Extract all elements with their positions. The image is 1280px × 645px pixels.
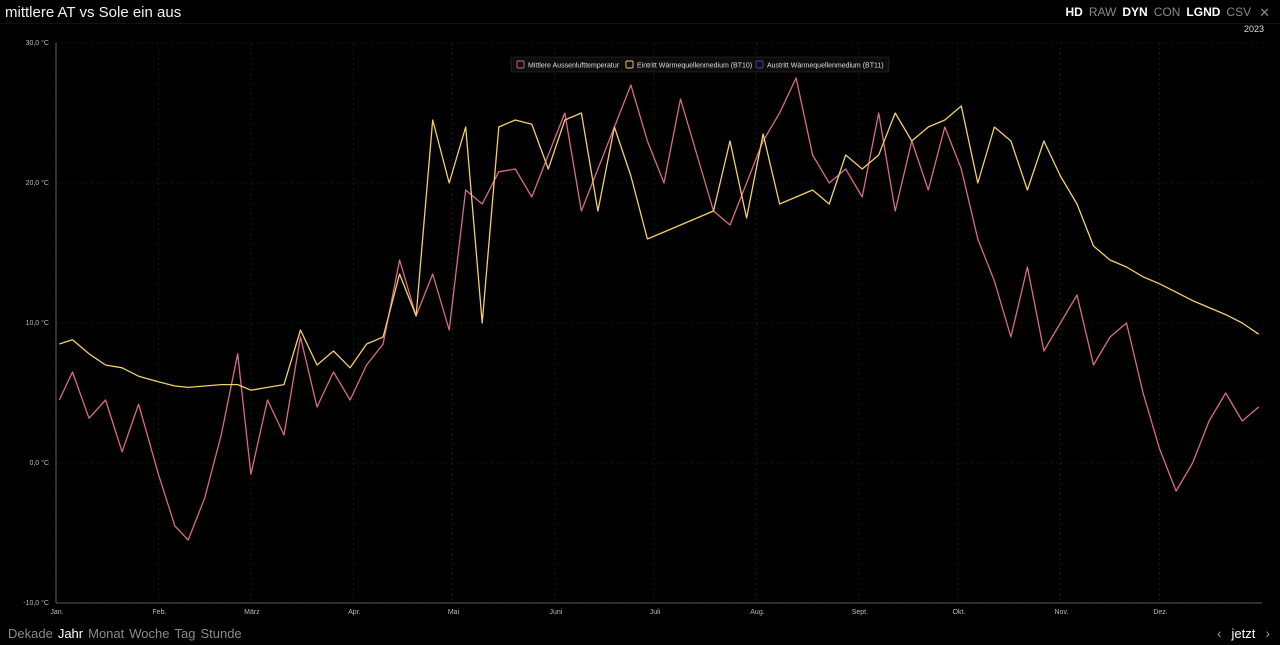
toggle-csv[interactable]: CSV [1226,5,1252,19]
y-tick-label: 0,0 °C [29,459,49,467]
x-tick-label: Jan. [50,609,63,616]
y-tick-label: 10,0 °C [26,319,49,327]
x-tick-label: Aug. [750,609,764,616]
legend-swatch-2 [755,60,764,69]
y-tick-label: -10,0 °C [23,599,49,607]
toggle-dyn[interactable]: DYN [1122,5,1148,19]
view-toggles: HD RAW DYN CON LGND CSV ✕ [1065,5,1270,21]
year-label: 2023 [1243,24,1264,34]
legend-box [510,56,890,73]
range-dekade[interactable]: Dekade [8,626,53,641]
header-divider [0,23,1280,24]
chart-title: mittlere AT vs Sole ein aus [5,4,182,21]
range-tag[interactable]: Tag [174,626,196,641]
chevron-left-icon[interactable]: ‹ [1216,625,1222,641]
x-tick-label: Sept. [852,609,868,616]
y-tick-label: 30,0 °C [26,39,49,47]
toggle-lgnd[interactable]: LGND [1186,5,1221,19]
now-button[interactable]: jetzt [1231,625,1256,641]
x-tick-label: Okt. [953,609,966,616]
range-woche[interactable]: Woche [129,626,170,641]
close-icon[interactable]: ✕ [1259,5,1270,20]
legend-swatch-0 [516,60,525,69]
series-line-0 [58,77,1260,541]
time-navigation: ‹ jetzt › [1217,625,1270,641]
x-tick-label: Feb. [152,609,166,616]
legend-swatch-1 [625,60,634,69]
legend-label-1: Eintritt Wärmequellenmedium (BT10) [637,63,752,70]
legend-label-0: Mittlere Aussenlufttemperatur [528,63,620,70]
range-selector: Dekade Jahr Monat Woche Tag Stunde [8,626,242,641]
range-jahr[interactable]: Jahr [57,626,84,641]
x-tick-label: Juli [650,609,661,616]
toggle-raw[interactable]: RAW [1088,5,1117,19]
toggle-hd[interactable]: HD [1065,5,1083,19]
legend-label-2: Austritt Wärmequellenmedium (BT11) [767,63,884,70]
y-tick-label: 20,0 °C [26,179,49,187]
chevron-right-icon[interactable]: › [1265,625,1270,641]
x-tick-label: Mai [448,609,460,616]
x-tick-label: Juni [549,609,562,616]
toggle-con[interactable]: CON [1153,5,1181,19]
x-tick-label: Apr. [348,609,361,616]
range-monat[interactable]: Monat [88,626,125,641]
series-line-1 [59,105,1260,391]
x-tick-label: Nov. [1055,609,1069,616]
x-tick-label: März [244,609,260,616]
range-stunde[interactable]: Stunde [200,626,242,641]
x-tick-label: Dez. [1153,609,1167,616]
